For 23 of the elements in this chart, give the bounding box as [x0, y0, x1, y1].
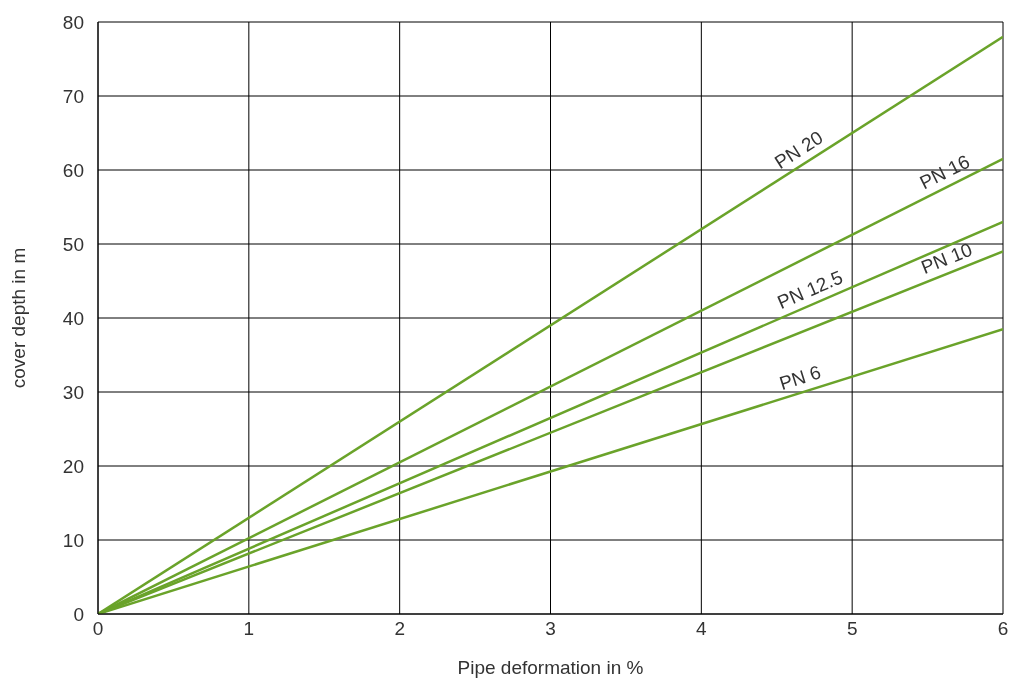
- text: PN 10: [918, 238, 976, 278]
- x-tick-label: 6: [997, 618, 1009, 640]
- y-tick-label: 0: [73, 603, 84, 625]
- x-axis-title: Pipe deformation in %: [457, 657, 644, 678]
- y-tick-label: 20: [62, 455, 84, 477]
- x-tick-label: 0: [92, 618, 104, 640]
- y-tick-label: 50: [62, 233, 84, 255]
- x-tick-label: 5: [846, 618, 858, 640]
- x-tick-label: 3: [545, 618, 556, 640]
- text: PN 20: [770, 126, 827, 173]
- y-tick-label: 60: [62, 159, 84, 181]
- y-tick-label: 80: [62, 11, 84, 33]
- y-tick-label: 40: [62, 307, 84, 329]
- y-tick-label: 10: [62, 529, 84, 551]
- y-tick-label: 70: [62, 85, 84, 107]
- y-tick-label: 30: [62, 381, 84, 403]
- text: PN 16: [916, 150, 973, 194]
- x-tick-label: 1: [243, 618, 255, 640]
- text: PN 12.5: [774, 266, 846, 313]
- text: PN 6: [776, 361, 824, 395]
- y-axis-title: cover depth in m: [7, 247, 29, 389]
- x-tick-label: 4: [696, 618, 708, 640]
- x-tick-label: 2: [394, 618, 405, 640]
